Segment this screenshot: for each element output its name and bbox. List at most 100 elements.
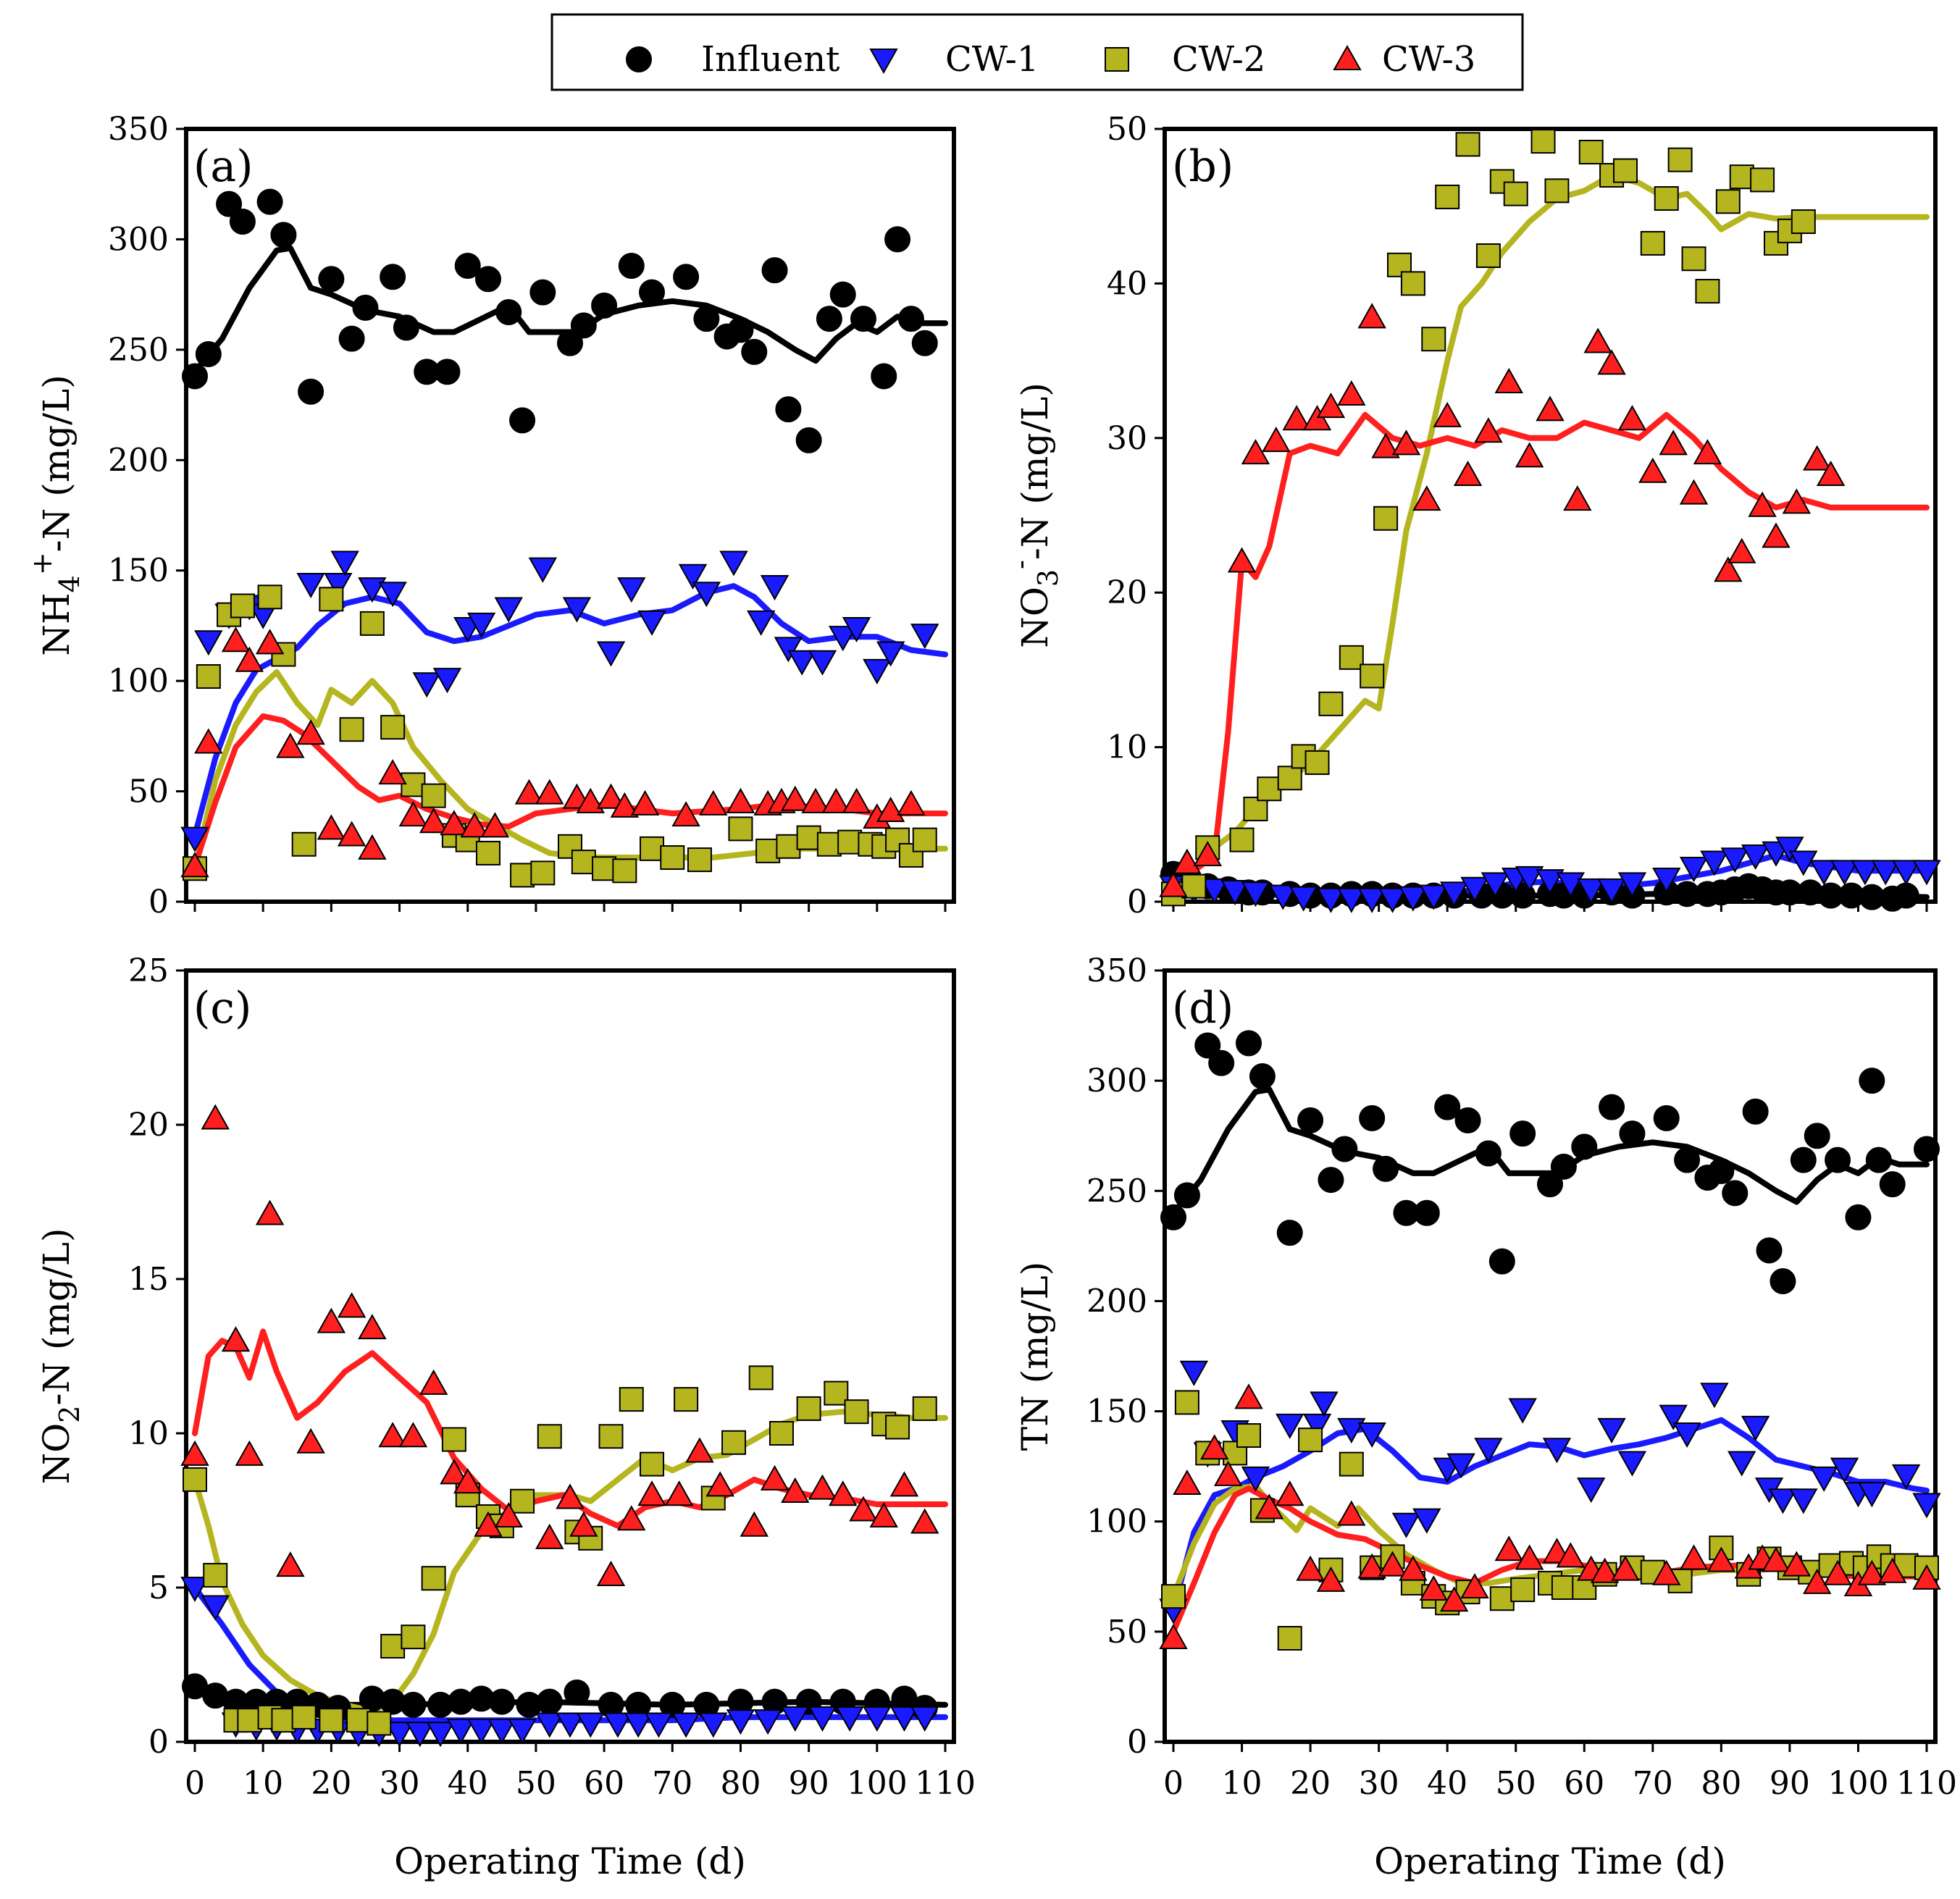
y-axis-title-d: TN (mg/L) [1014, 1262, 1056, 1451]
data-point-influent [380, 264, 406, 290]
data-point-cw1 [1789, 850, 1818, 876]
data-point-cw2 [359, 611, 385, 636]
series-influent-d [1160, 1030, 1940, 1295]
data-point-cw1 [1508, 1398, 1537, 1424]
data-point-cw2 [1613, 158, 1638, 183]
data-point-cw2 [1304, 750, 1330, 775]
data-point-cw1 [1617, 872, 1647, 898]
data-point-cw1 [180, 1577, 209, 1603]
x-axis-title-c: Operating Time (d) [394, 1840, 746, 1882]
data-point-cw1 [1337, 1417, 1366, 1443]
data-point-cw3 [1638, 457, 1667, 483]
data-point-cw3 [1433, 401, 1462, 427]
y-tick-label-c: 15 [128, 1261, 169, 1298]
data-point-cw1 [1289, 886, 1318, 912]
legend-marker-cw3 [1333, 44, 1362, 70]
data-point-cw1 [1857, 1482, 1887, 1508]
data-point-cw1 [385, 1722, 414, 1748]
data-point-cw2 [660, 845, 685, 871]
data-point-cw3 [1453, 460, 1483, 487]
data-point-cw3 [630, 789, 660, 816]
data-point-cw2 [530, 860, 556, 886]
data-point-cw2 [768, 1421, 794, 1446]
y-axis-title-c: NO2-N (mg/L) [35, 1228, 85, 1485]
data-point-cw1 [1412, 1508, 1441, 1534]
data-point-cw3 [1474, 417, 1503, 443]
data-point-cw3 [378, 1422, 407, 1448]
data-point-cw3 [317, 1307, 346, 1333]
x-tick-label-d: 100 [1827, 1765, 1888, 1802]
data-point-cw1 [378, 582, 407, 608]
data-point-cw3 [1227, 547, 1257, 573]
data-point-cw3 [1515, 442, 1544, 468]
data-point-influent [727, 316, 754, 343]
y-tick-label-b: 50 [1107, 111, 1147, 148]
data-point-cw2 [291, 1704, 317, 1730]
panel-label-d: (d) [1172, 983, 1234, 1034]
data-point-influent [816, 306, 842, 332]
data-point-cw3 [781, 1477, 810, 1503]
data-point-cw2 [339, 717, 364, 742]
data-point-cw1 [1891, 860, 1921, 886]
data-point-influent [659, 1691, 686, 1718]
data-point-influent [352, 294, 379, 321]
data-point-cw1 [1337, 887, 1366, 913]
data-point-cw2 [1236, 1423, 1261, 1449]
data-point-cw3 [378, 759, 407, 785]
data-point-influent [1756, 1237, 1783, 1264]
trend-line-cw1-d [1170, 1417, 1930, 1613]
data-point-cw1 [180, 826, 209, 852]
data-point-cw1 [1446, 1453, 1475, 1479]
data-point-cw3 [474, 1511, 503, 1537]
data-point-cw3 [1679, 479, 1709, 505]
data-point-cw2 [237, 1708, 262, 1733]
data-point-cw1 [432, 668, 462, 694]
data-point-influent [338, 325, 365, 352]
data-point-cw2 [844, 1399, 869, 1425]
legend: Influent CW-1 CW-2 CW-3 [550, 13, 1524, 91]
data-point-cw2 [1373, 506, 1399, 531]
data-point-cw3 [1337, 380, 1366, 406]
data-point-cw2 [640, 836, 665, 861]
data-point-cw3 [1316, 393, 1346, 419]
data-point-cw1 [1679, 857, 1709, 883]
x-tick-label-d: 0 [1163, 1765, 1184, 1802]
y-tick-label-a: 350 [108, 111, 169, 148]
data-point-cw1 [330, 550, 359, 577]
data-point-cw1 [1316, 887, 1346, 913]
data-point-influent [434, 359, 461, 385]
data-point-influent [1236, 1030, 1262, 1057]
data-point-cw1 [1741, 844, 1770, 871]
data-point-influent [795, 427, 822, 453]
data-point-cw3 [1357, 303, 1386, 329]
data-point-cw3 [1803, 1568, 1832, 1594]
data-point-cw3 [1590, 1557, 1620, 1583]
data-point-cw1 [1727, 1451, 1756, 1477]
x-tick-label-c: 30 [380, 1765, 420, 1802]
series-cw3-c [180, 1104, 939, 1586]
data-point-cw3 [337, 821, 367, 847]
x-tick-label-c: 60 [584, 1765, 624, 1802]
x-tick-label-d: 30 [1359, 1765, 1399, 1802]
data-point-cw1 [1597, 1417, 1626, 1443]
data-point-cw3 [398, 1422, 428, 1448]
data-point-influent [1537, 1171, 1563, 1198]
data-point-cw2 [380, 715, 406, 740]
data-point-cw3 [1494, 367, 1523, 393]
data-point-cw1 [487, 1718, 516, 1744]
data-point-cw1 [1302, 1413, 1332, 1439]
data-point-cw1 [808, 1706, 837, 1732]
data-point-cw3 [180, 1440, 209, 1466]
y-tick-label-c: 25 [128, 952, 169, 989]
data-point-influent [1893, 882, 1919, 909]
data-point-cw3 [664, 1480, 694, 1506]
x-tick-label-d: 40 [1427, 1765, 1467, 1802]
data-point-cw2 [640, 1451, 665, 1477]
data-point-influent [1208, 1049, 1235, 1076]
data-point-cw3 [255, 1199, 285, 1225]
data-point-cw1 [1809, 860, 1838, 886]
data-point-cw3 [671, 801, 700, 827]
data-point-cw1 [1851, 860, 1880, 886]
data-point-cw2 [1729, 164, 1754, 190]
